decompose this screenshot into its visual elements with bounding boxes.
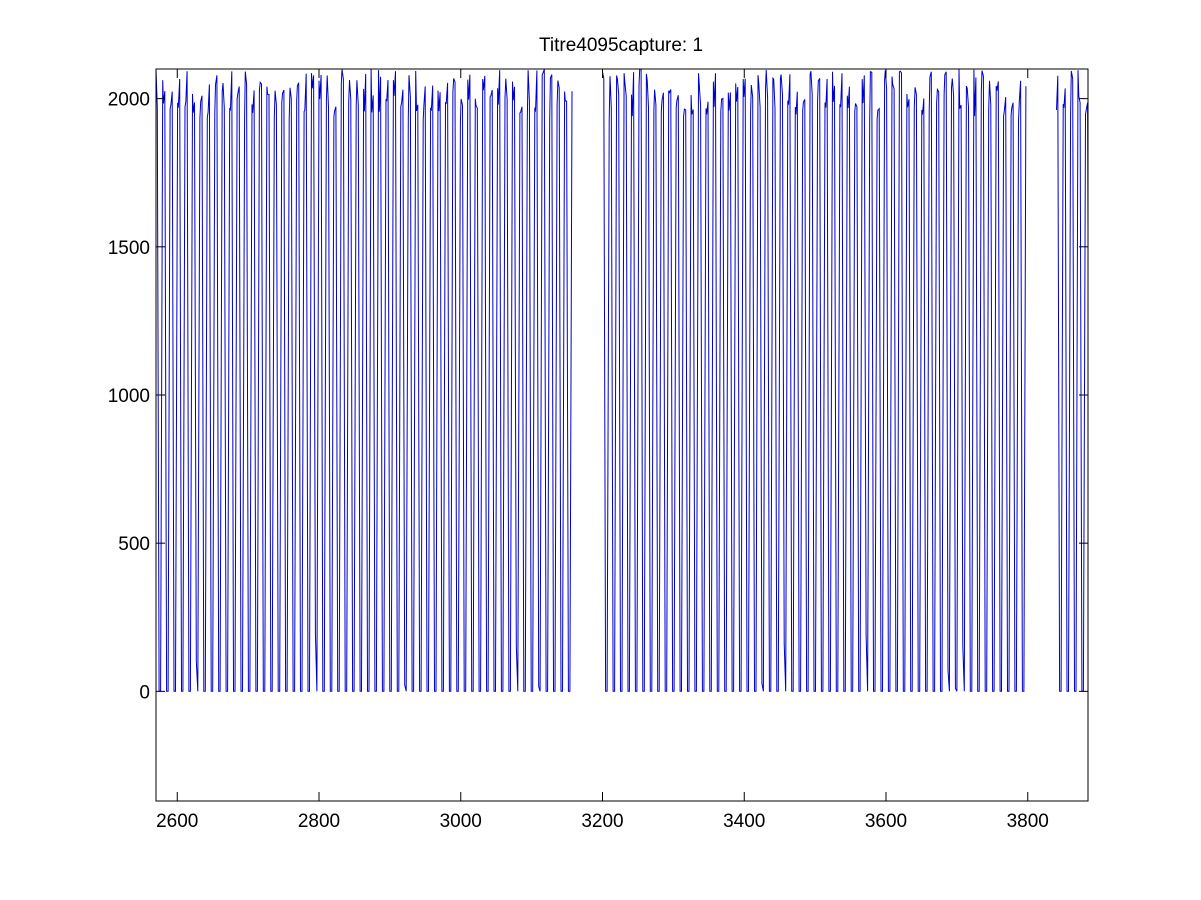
y-axis: 0 500 1000 1500 2000: [108, 90, 1088, 703]
y-tick-label: 0: [139, 682, 150, 703]
x-tick-label: 2600: [156, 811, 198, 832]
signal-line: [1056, 70, 1088, 692]
x-tick-label: 3600: [865, 811, 907, 832]
plot-frame: [155, 68, 1089, 802]
signal-line: [156, 69, 573, 692]
y-tick-label: 1000: [108, 386, 150, 407]
x-tick-label: 3200: [581, 811, 623, 832]
y-tick-label: 1500: [108, 238, 150, 259]
y-tick-label: 500: [118, 534, 150, 555]
x-tick-label: 2800: [298, 811, 340, 832]
chart-title: Titre4095capture: 1: [539, 35, 703, 56]
x-tick-label: 3800: [1007, 811, 1049, 832]
y-tick-label: 2000: [108, 90, 150, 111]
plot-area: [156, 69, 1088, 692]
x-axis: 2600 2800 3000 3200 3400 3600 3800: [156, 69, 1049, 832]
x-tick-label: 3000: [440, 811, 482, 832]
signal-line: [602, 69, 1027, 692]
x-tick-label: 3400: [723, 811, 765, 832]
